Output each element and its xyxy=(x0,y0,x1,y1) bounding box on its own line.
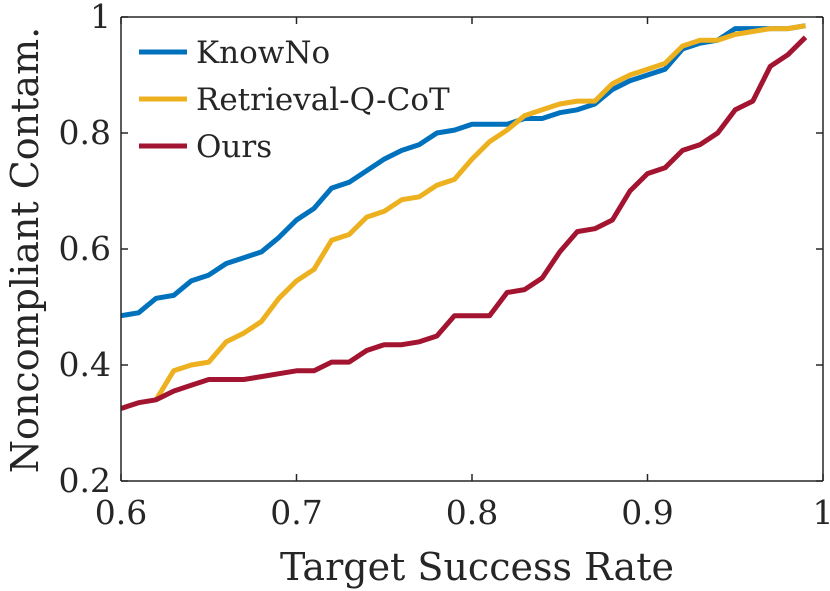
y-tick-label: 1 xyxy=(90,0,111,36)
x-axis-label: Target Success Rate xyxy=(280,545,674,589)
series-line-knowno xyxy=(120,23,806,319)
plot-series xyxy=(120,23,808,411)
legend: KnowNo Retrieval-Q-CoT Ours xyxy=(139,35,450,165)
y-tick-label: 0.4 xyxy=(59,345,111,384)
y-tick-label: 0.8 xyxy=(59,113,111,152)
series-line-retrieval-q-cot xyxy=(153,23,806,402)
x-axis-ticks: 0.6 0.7 0.8 0.9 1 xyxy=(95,17,830,532)
legend-label-knowno: KnowNo xyxy=(196,35,330,71)
x-tick-label: 0.7 xyxy=(270,493,322,532)
y-axis-label: Noncompliant Contam. xyxy=(3,27,47,473)
x-tick-label: 1 xyxy=(813,493,830,532)
y-tick-label: 0.2 xyxy=(59,461,111,500)
y-axis-ticks: 0.2 0.4 0.6 0.8 1 xyxy=(59,0,823,500)
x-tick-label: 0.8 xyxy=(446,493,498,532)
x-tick-label: 0.6 xyxy=(95,493,147,532)
x-tick-label: 0.9 xyxy=(621,493,673,532)
legend-label-ours: Ours xyxy=(196,129,272,165)
y-tick-label: 0.6 xyxy=(59,229,111,268)
legend-label-retrieval-q-cot: Retrieval-Q-CoT xyxy=(196,82,450,118)
series-line-ours xyxy=(120,35,808,411)
